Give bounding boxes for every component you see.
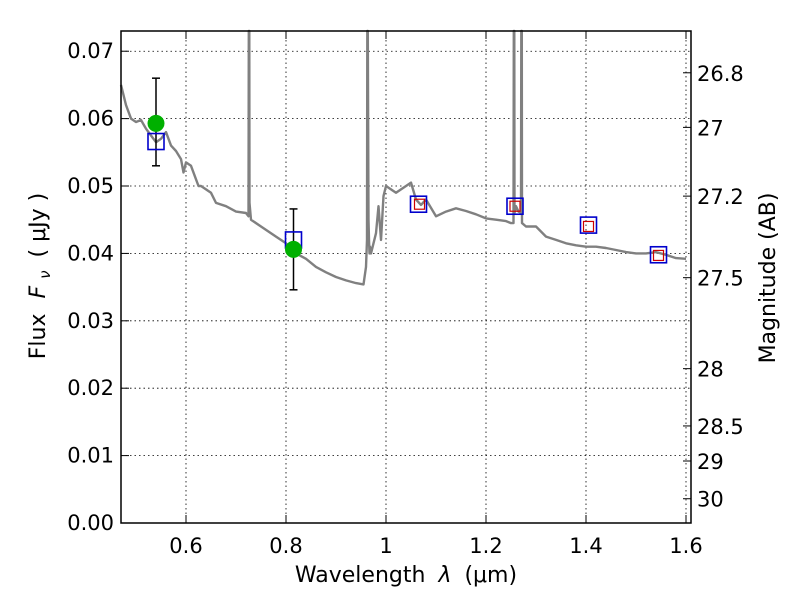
y-tick-labels: 0.00 0.01 0.02 0.03 0.04 0.05 0.06 0.07 xyxy=(67,39,114,535)
x-axis-title-prefix: Wavelength xyxy=(295,563,426,588)
hst-band-square xyxy=(413,198,426,210)
model-band-square xyxy=(506,197,524,216)
model-spectrum-series xyxy=(119,29,687,286)
hst-band-square xyxy=(652,249,665,262)
y-tick-label: 0.07 xyxy=(67,39,114,63)
y2-tick-label: 29 xyxy=(697,450,724,474)
x-axis-title-lambda: λ xyxy=(437,563,451,588)
y-axis-title-symbol: F xyxy=(26,285,51,298)
model-band-square xyxy=(409,195,428,214)
y-axis-title-prefix: Flux xyxy=(26,313,51,359)
x-tick-label: 1.4 xyxy=(569,534,602,558)
y2-tick-label: 30 xyxy=(697,488,724,512)
x-tick-label: 0.8 xyxy=(269,534,302,558)
model-band-square xyxy=(147,132,165,151)
y-axis-title: Flux F ν ( μJy ) xyxy=(26,193,56,359)
y-tick-label: 0.04 xyxy=(67,241,114,265)
y-tick-label: 0.02 xyxy=(67,376,114,400)
y2-tick-label: 27.2 xyxy=(697,185,744,209)
model-band-square xyxy=(649,245,668,264)
axis-ticks xyxy=(121,31,691,524)
hst-band-squares xyxy=(413,198,665,262)
y-tick-label: 0.00 xyxy=(67,511,114,535)
y2-tick-label: 28.5 xyxy=(697,415,744,439)
y2-tick-label: 27 xyxy=(697,116,724,140)
x-axis-title: Wavelength λ (μm) xyxy=(295,563,517,588)
y-tick-label: 0.03 xyxy=(67,309,114,333)
x-tick-label: 1.2 xyxy=(469,534,502,558)
y2-tick-label: 27.5 xyxy=(697,267,744,291)
plot-frame xyxy=(120,30,692,524)
observed-points xyxy=(147,114,302,258)
hst-band-square xyxy=(509,200,521,212)
y2-tick-labels: 26.8 27 27.2 27.5 28 28.5 29 30 xyxy=(697,62,744,512)
model-band-squares xyxy=(147,132,668,264)
y-axis-title-subscript: ν xyxy=(36,270,54,278)
x-axis-title-unit: (μm) xyxy=(464,563,517,588)
y-tick-label: 0.06 xyxy=(67,107,114,131)
y-axis-title-unit: ( μJy ) xyxy=(26,193,51,258)
x-tick-label: 0.6 xyxy=(169,534,202,558)
y2-tick-label: 26.8 xyxy=(697,62,744,86)
y-tick-label: 0.05 xyxy=(67,174,114,198)
model-band-square xyxy=(579,216,598,234)
y2-tick-label: 28 xyxy=(697,358,724,382)
model-spectrum-line xyxy=(119,29,687,286)
observed-errorbars xyxy=(152,77,298,291)
plot-series xyxy=(119,29,687,291)
y-tick-label: 0.01 xyxy=(67,444,114,468)
x-tick-labels: 0.6 0.8 1 1.2 1.4 1.6 xyxy=(169,534,702,558)
x-tick-label: 1 xyxy=(379,534,392,558)
grid-lines xyxy=(121,31,691,523)
x-tick-label: 1.6 xyxy=(669,534,702,558)
hst-band-square xyxy=(582,220,595,233)
observed-point xyxy=(147,114,165,132)
observed-point xyxy=(285,240,302,258)
y2-axis-title: Magnitude (AB) xyxy=(756,193,781,364)
